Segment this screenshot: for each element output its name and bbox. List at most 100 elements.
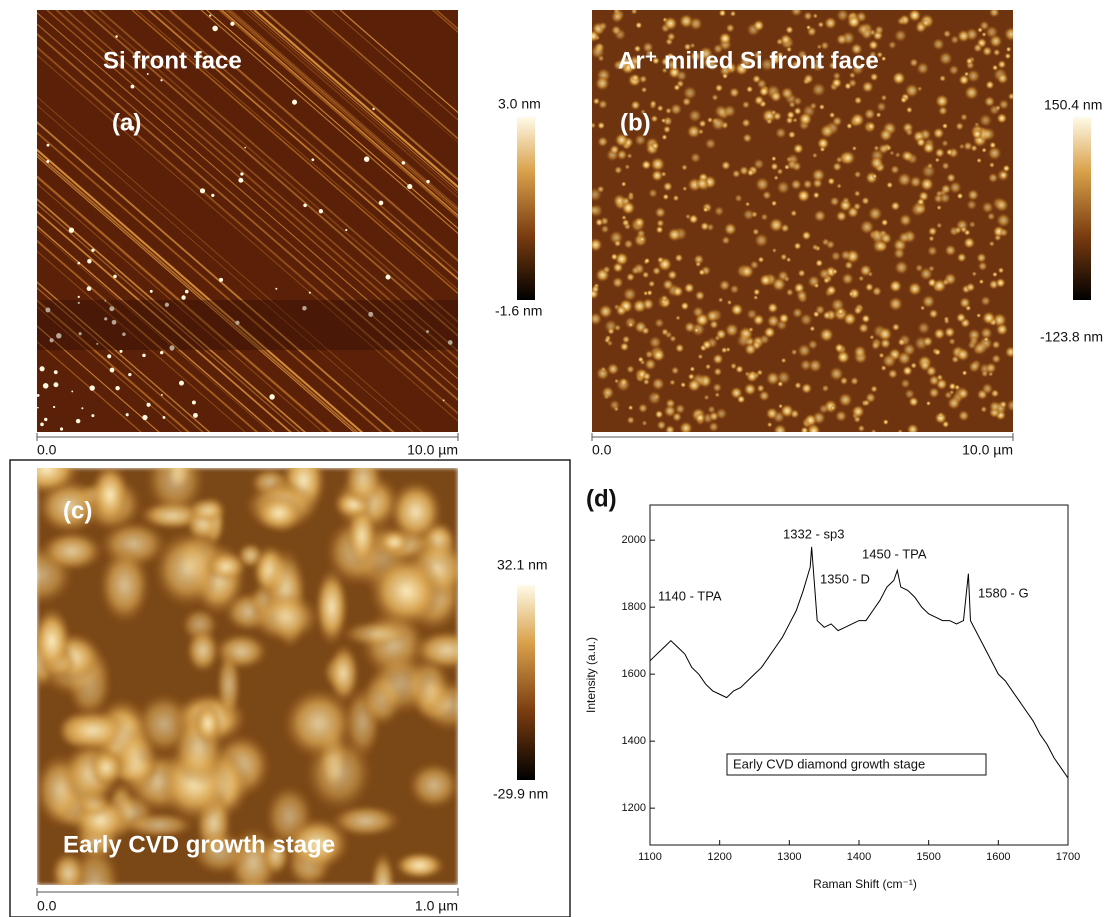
grain — [968, 360, 981, 373]
particle — [181, 295, 186, 300]
grain — [819, 123, 835, 139]
grain — [790, 178, 802, 191]
grain — [592, 203, 604, 218]
grain — [840, 249, 852, 261]
grain — [946, 172, 956, 183]
grain — [890, 164, 900, 175]
grain — [692, 305, 705, 319]
grain — [790, 348, 798, 356]
particle — [447, 340, 453, 345]
grain — [37, 606, 72, 677]
grain — [928, 308, 939, 319]
grain — [926, 245, 938, 257]
grain — [850, 112, 865, 127]
colorbar — [517, 585, 535, 780]
scale-end: 10.0 µm — [962, 442, 1013, 458]
grain — [712, 382, 723, 393]
grain — [829, 366, 844, 382]
grain — [809, 102, 818, 110]
grain — [985, 362, 997, 374]
grain — [627, 191, 635, 198]
grain — [822, 310, 832, 320]
particle — [160, 393, 163, 396]
grain — [615, 304, 628, 317]
grain — [980, 326, 993, 340]
grain — [624, 164, 631, 170]
scale-start: 0.0 — [37, 442, 57, 458]
grain — [776, 38, 784, 46]
panel-label: (d) — [586, 485, 617, 512]
grain — [908, 10, 922, 22]
particle — [269, 394, 275, 400]
grain — [785, 116, 794, 125]
grain — [714, 83, 724, 93]
y-tick-label: 1200 — [622, 802, 646, 814]
grain — [730, 303, 744, 317]
grain — [792, 96, 803, 106]
particle — [193, 412, 198, 418]
grain — [800, 382, 813, 395]
grain — [858, 322, 870, 334]
grain — [682, 85, 698, 101]
grain — [672, 194, 680, 202]
scratch — [37, 177, 330, 432]
grain — [728, 87, 740, 98]
grain — [978, 113, 993, 128]
scratch — [37, 325, 160, 432]
grain — [853, 190, 861, 197]
grain — [191, 829, 249, 876]
particle — [40, 422, 44, 427]
grain — [610, 10, 624, 24]
grain — [637, 403, 649, 414]
particle — [130, 125, 135, 130]
grain — [669, 379, 676, 386]
grain — [639, 74, 648, 84]
grain — [869, 50, 877, 59]
x-tick-label: 1400 — [847, 851, 871, 863]
grain — [910, 362, 918, 369]
grain — [971, 271, 978, 277]
grain — [753, 95, 765, 106]
grain — [775, 127, 787, 139]
grain — [793, 242, 802, 250]
grain — [997, 59, 1007, 69]
annotation: 1450 - TPA — [862, 546, 927, 561]
grain — [897, 172, 912, 187]
grain — [611, 276, 624, 289]
grain — [370, 850, 396, 885]
grain — [666, 52, 675, 61]
grain — [592, 312, 603, 326]
grain — [1006, 398, 1013, 412]
grain — [959, 296, 971, 309]
grain — [926, 162, 934, 170]
grain — [632, 298, 647, 314]
grain — [626, 152, 633, 159]
scratch — [82, 10, 458, 337]
grain — [675, 315, 681, 321]
scale-start: 0.0 — [592, 442, 612, 458]
particle — [39, 366, 45, 372]
scratch — [230, 10, 458, 208]
grain — [1003, 26, 1013, 42]
grain — [953, 226, 962, 235]
grain — [698, 46, 714, 61]
grain — [614, 324, 622, 332]
grain — [773, 175, 779, 181]
plot-frame — [649, 504, 1069, 846]
grain — [744, 342, 757, 356]
grain — [909, 175, 922, 189]
grain — [753, 158, 765, 170]
grain — [756, 78, 768, 90]
grain — [861, 314, 871, 324]
panel-label: (c) — [63, 497, 92, 524]
grain — [674, 403, 686, 415]
grain — [726, 299, 733, 306]
grain — [753, 295, 759, 301]
particle — [162, 415, 166, 419]
grain — [836, 10, 850, 22]
grain — [746, 308, 758, 320]
grain — [861, 80, 874, 94]
grain — [771, 155, 777, 162]
scratch — [37, 299, 190, 432]
grain — [955, 121, 964, 131]
